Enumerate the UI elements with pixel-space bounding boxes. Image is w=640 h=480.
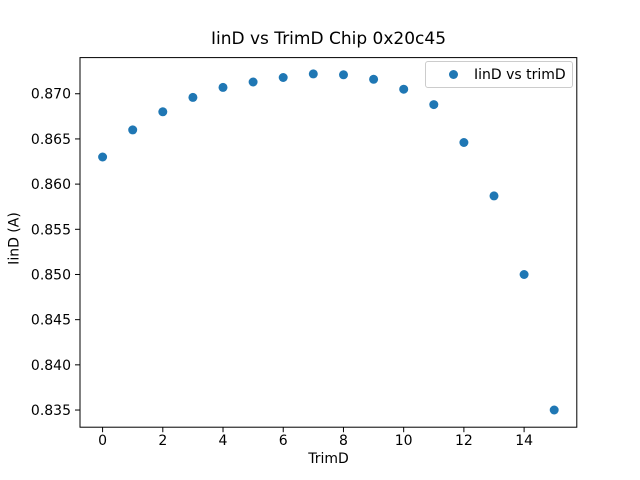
y-tick-label: 0.835 (31, 403, 71, 419)
data-point (278, 73, 288, 82)
data-point (519, 270, 529, 279)
x-tick-label: 6 (279, 433, 288, 449)
y-tick-label: 0.845 (31, 313, 71, 329)
x-tick-label: 2 (158, 433, 167, 449)
y-tick-label: 0.855 (31, 222, 71, 238)
y-tick-label: 0.840 (31, 358, 71, 374)
data-point (308, 69, 318, 79)
data-point (158, 107, 168, 117)
data-point (429, 100, 439, 110)
x-tick-label: 14 (515, 433, 533, 449)
y-axis-label: IinD (A) (6, 212, 23, 265)
data-point (248, 77, 258, 87)
data-point (98, 152, 108, 162)
y-tick-label: 0.850 (31, 267, 71, 283)
axes-frame (79, 57, 578, 428)
legend: IinD vs trimD (425, 61, 573, 88)
x-tick-label: 12 (455, 433, 473, 449)
data-point (339, 70, 348, 80)
legend-marker-icon (449, 70, 458, 79)
data-point (399, 84, 409, 94)
data-point (459, 138, 469, 147)
data-point (128, 125, 138, 135)
chart-title: IinD vs TrimD Chip 0x20c45 (210, 29, 447, 49)
data-point (369, 74, 379, 84)
x-tick-label: 10 (395, 433, 413, 449)
x-tick-label: 8 (339, 433, 348, 449)
data-point (489, 191, 499, 201)
x-axis-label: TrimD (308, 451, 349, 467)
y-tick-label: 0.870 (31, 87, 71, 103)
data-point (188, 92, 198, 102)
data-point (218, 82, 228, 92)
legend-label: IinD vs trimD (474, 66, 566, 83)
y-tick-label: 0.860 (31, 177, 71, 193)
data-point (549, 405, 559, 415)
x-tick-label: 4 (219, 433, 228, 449)
x-tick-label: 0 (98, 433, 107, 449)
y-tick-label: 0.865 (31, 132, 71, 148)
